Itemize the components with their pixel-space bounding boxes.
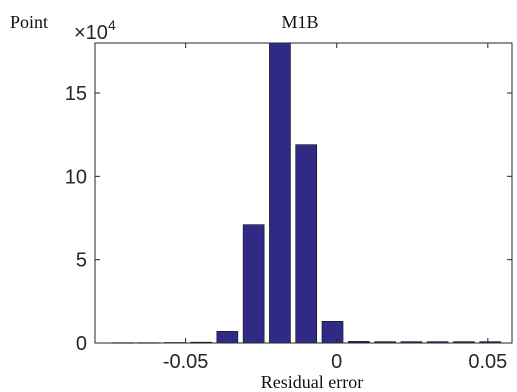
y-tick-label-3: 15: [65, 83, 87, 105]
histogram-bar-7: [295, 144, 318, 344]
y-axis-label: Point: [10, 12, 48, 32]
y-multiplier-exponent: 4: [108, 17, 116, 33]
chart-title: M1B: [281, 12, 318, 32]
y-multiplier-base: ×10: [74, 22, 108, 44]
bars-layer: [111, 42, 502, 344]
axes-box: [94, 42, 513, 344]
y-tick-label-0: 0: [76, 333, 87, 355]
x-axis-label: Residual error: [261, 372, 363, 392]
histogram-bar-5: [242, 224, 265, 344]
x-tick-label-0: -0.05: [163, 351, 209, 373]
ticks-layer: -0.05 0 0.05 0 5 10 15: [65, 43, 512, 373]
x-tick-label-1: 0: [331, 351, 342, 373]
histogram-bar-6: [269, 42, 291, 344]
x-tick-label-2: 0.05: [468, 351, 507, 373]
histogram-bar-4: [216, 331, 239, 344]
y-tick-label-1: 5: [76, 250, 87, 272]
histogram-bar-8: [321, 321, 344, 344]
y-axis-multiplier: ×104: [74, 17, 116, 44]
y-tick-label-2: 10: [65, 166, 87, 188]
